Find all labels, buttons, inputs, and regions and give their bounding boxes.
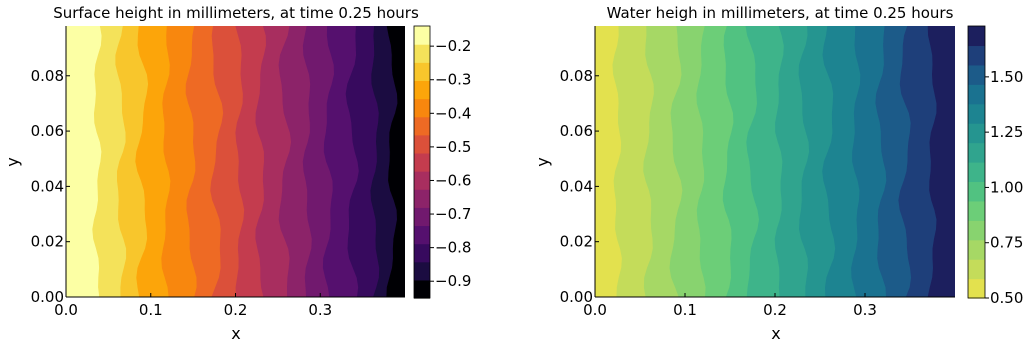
- y-tick-label: 0.04: [560, 177, 593, 195]
- colorbar-tick-label: −0.9: [435, 272, 471, 290]
- colorbar-segment: [414, 98, 430, 118]
- colorbar-segment: [968, 162, 985, 183]
- colorbar-tick-label: 1.50: [990, 68, 1023, 86]
- x-tick-label: 0.0: [54, 301, 78, 319]
- colorbar-tick-label: −0.6: [435, 171, 471, 189]
- colorbar-tick-label: −0.7: [435, 205, 471, 223]
- colorbar-segment: [414, 225, 430, 245]
- y-axis-label: y: [533, 157, 552, 166]
- y-tick-label: 0.08: [560, 67, 593, 85]
- colorbar-tick-label: −0.3: [435, 71, 471, 89]
- colorbar-tick-label: 1.25: [990, 123, 1023, 141]
- axes: 0.0 0.1 0.2 0.3 0.00 0.02 0.04 0.06 0.08: [560, 26, 955, 319]
- contour-bands: [66, 26, 405, 297]
- y-tick-label: 0.02: [560, 233, 593, 251]
- colorbar-segment: [968, 123, 985, 144]
- colorbar-segment: [414, 44, 430, 63]
- colorbar-tick-label: −0.8: [435, 239, 471, 257]
- contour-bands: [595, 26, 955, 297]
- colorbar-segment: [968, 103, 985, 124]
- x-tick-label: 0.3: [853, 301, 877, 319]
- y-tick-label: 0.06: [31, 122, 64, 140]
- colorbar-tick-label: 0.50: [990, 289, 1023, 307]
- colorbar-segment: [968, 142, 985, 163]
- colorbar-segment: [414, 207, 430, 227]
- contour-band: [927, 26, 955, 297]
- colorbar-segment: [968, 200, 985, 221]
- colorbar-segment: [414, 189, 430, 208]
- x-tick-label: 0.2: [224, 301, 248, 319]
- colorbar-segment: [968, 259, 985, 280]
- x-axis-label: x: [771, 324, 780, 343]
- x-axis-label: x: [231, 324, 240, 343]
- colorbar-segment: [968, 64, 985, 85]
- chart-title: Surface height in millimeters, at time 0…: [53, 4, 419, 22]
- colorbar-tick-label: −0.2: [435, 37, 471, 55]
- x-tick-label: 0.0: [583, 301, 607, 319]
- y-axis-label: y: [3, 157, 22, 166]
- colorbar-segment: [414, 80, 430, 100]
- y-tick-label: 0.06: [560, 122, 593, 140]
- colorbar-segment: [968, 220, 985, 241]
- colorbar-segment: [414, 62, 430, 81]
- colorbar: −0.2 −0.3 −0.4 −0.5 −0.6 −0.7 −0.8 −0.9: [413, 25, 471, 299]
- colorbar-tick-label: 1.00: [990, 178, 1023, 196]
- colorbar-segment: [414, 171, 430, 190]
- y-tick-label: 0.08: [31, 67, 64, 85]
- x-tick-label: 0.3: [308, 301, 332, 319]
- colorbar-segment: [414, 261, 430, 281]
- colorbar-tick-label: 0.75: [990, 234, 1023, 252]
- colorbar-tick-label: −0.5: [435, 138, 471, 156]
- x-tick-label: 0.1: [139, 301, 163, 319]
- y-tick-label: 0.02: [31, 233, 64, 251]
- contour-band: [386, 26, 405, 297]
- axes: 0.0 0.1 0.2 0.3 0.00 0.02 0.04 0.06 0.08: [31, 26, 405, 319]
- colorbar-frame: [413, 25, 431, 299]
- colorbar: 0.50 0.75 1.00 1.25 1.50: [967, 25, 1023, 307]
- colorbar-segment: [968, 45, 985, 66]
- chart-title: Water heigh in millimeters, at time 0.25…: [607, 4, 954, 22]
- colorbar-segment: [968, 26, 985, 47]
- colorbar-segment: [968, 239, 985, 260]
- colorbar-segment: [414, 134, 430, 154]
- colorbar-segment: [414, 243, 430, 263]
- y-tick-label: 0.00: [560, 288, 593, 306]
- colorbar-segment: [414, 26, 430, 45]
- colorbar-segment: [968, 278, 985, 299]
- colorbar-segment: [968, 84, 985, 105]
- colorbar-segment: [968, 181, 985, 202]
- colorbar-segment: [414, 279, 430, 299]
- colorbar-frame: [967, 25, 986, 299]
- x-tick-label: 0.2: [763, 301, 787, 319]
- colorbar-segment: [414, 116, 430, 136]
- colorbar-segment: [414, 152, 430, 172]
- x-tick-label: 0.1: [673, 301, 697, 319]
- y-tick-label: 0.04: [31, 177, 64, 195]
- y-tick-label: 0.00: [31, 288, 64, 306]
- chart-water-height: Water heigh in millimeters, at time 0.25…: [533, 4, 1023, 343]
- colorbar-tick-label: −0.4: [435, 104, 471, 122]
- chart-surface-height: Surface height in millimeters, at time 0…: [3, 4, 471, 343]
